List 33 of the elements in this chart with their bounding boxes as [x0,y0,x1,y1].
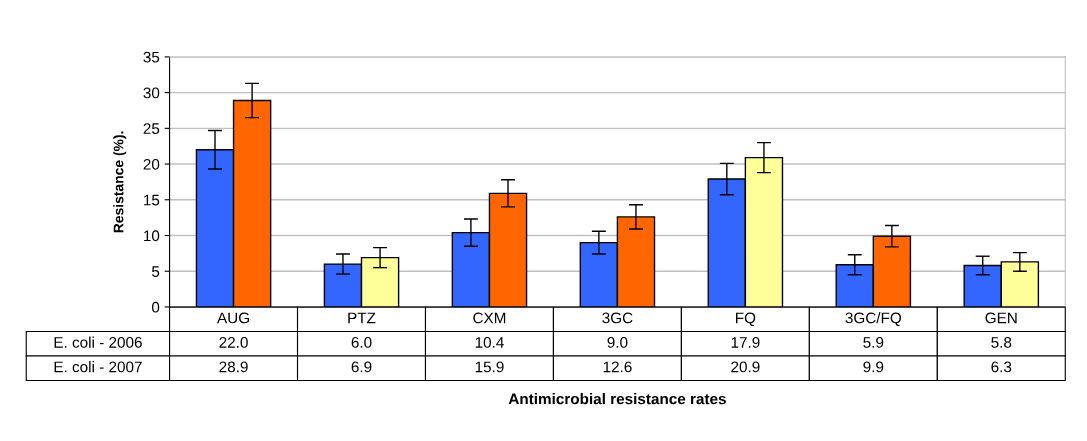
y-axis-title: Resistance (%). [113,131,127,233]
y-tick-label: 35 [143,51,160,63]
data-label: 17.9 [731,336,760,348]
x-tick-label: GEN [985,312,1017,324]
text: E. coli - 2006 [54,336,142,348]
x-tick-label: PTZ [348,312,376,324]
y-tick-label: 30 [143,87,160,99]
y-tick-label: 15 [144,194,160,206]
data-label: 28.9 [219,361,248,373]
data-label: 5.8 [991,336,1012,348]
x-tick-label: 3GC [602,312,633,324]
x-tick-label: FQ [736,312,756,327]
y-tick-label: 5 [151,266,160,277]
x-tick-label: 3GC/FQ [845,312,902,327]
data-label: 9.0 [607,336,628,348]
data-label: 22.0 [219,336,248,348]
y-tick-label: 25 [143,123,160,135]
text: E. coli - 2007 [54,361,142,373]
data-label: 5.9 [863,336,884,348]
data-label: 9.9 [863,361,884,373]
y-tick-label: 0 [151,301,160,313]
y-tick-label: 20 [143,158,160,170]
x-axis-title: Antimicrobial resistance rates [508,393,726,405]
x-tick-label: AUG [217,312,249,324]
data-label: 6.0 [351,336,372,348]
data-label: 15.9 [475,361,504,373]
data-label: 12.6 [603,361,632,373]
data-label: 10.4 [475,336,504,348]
y-tick-label: 10 [144,230,160,242]
data-label: 6.3 [991,361,1012,373]
x-tick-label: CXM [473,312,506,324]
data-label: 6.9 [351,361,372,373]
data-label: 20.9 [731,361,760,373]
